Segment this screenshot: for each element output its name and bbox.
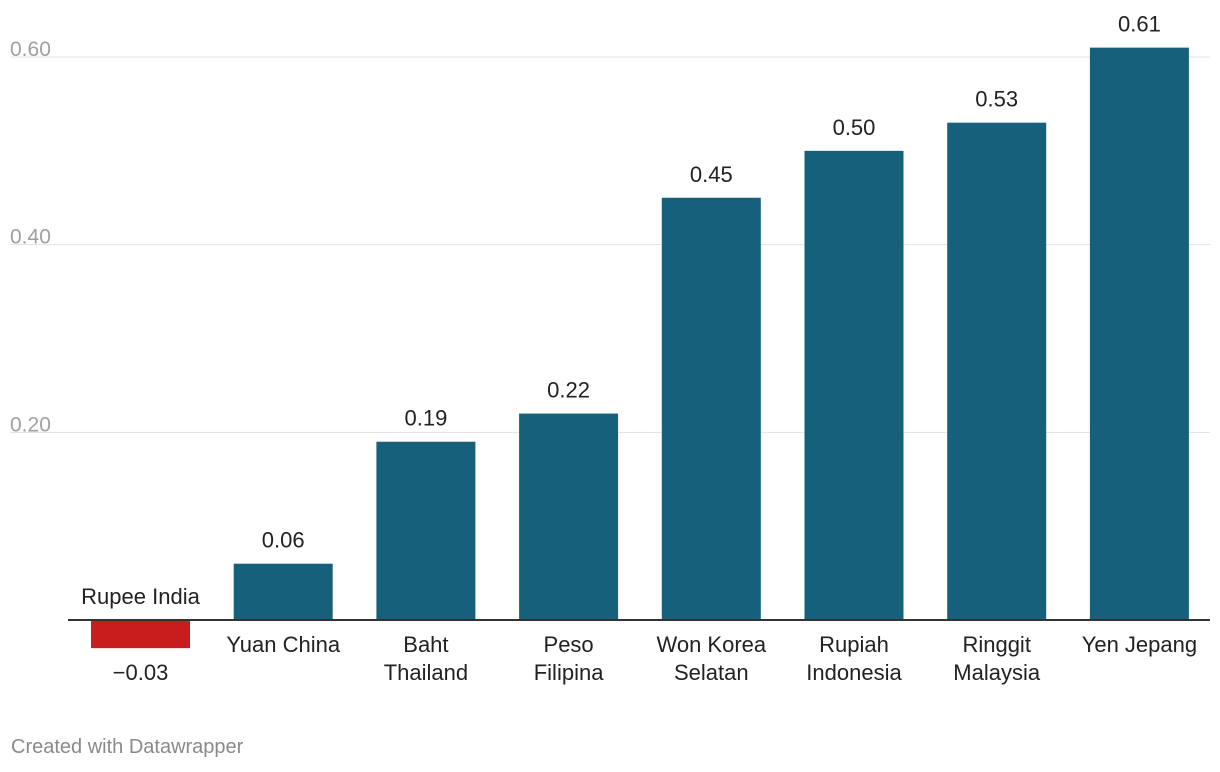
value-label: 0.22 (547, 378, 590, 403)
bar (233, 563, 333, 620)
category-label-line: Yuan China (226, 632, 341, 657)
category-label-line: Filipina (534, 660, 604, 685)
y-tick-label: 0.60 (10, 38, 51, 61)
category-label-line: Rupiah (819, 632, 889, 657)
value-label: −0.03 (113, 660, 169, 685)
labels: −0.03 Rupee India 0.06 Yuan China 0.19 Baht Th… (81, 12, 1197, 686)
category-label-line: Baht (403, 632, 448, 657)
bars (68, 47, 1210, 649)
datawrapper-credit: Created with Datawrapper (11, 736, 244, 758)
bar-chart: 0.20 0.40 0.60 −0.03 Rupee India 0.06 Yuan Ch… (10, 12, 1210, 686)
category-label-line: Indonesia (806, 660, 902, 685)
value-label: 0.53 (975, 87, 1018, 112)
bar (519, 413, 619, 620)
bar (1089, 47, 1189, 621)
category-label-line: Thailand (384, 660, 468, 685)
category-label-line: Selatan (674, 660, 749, 685)
category-label-line: Yen Jepang (1082, 632, 1197, 657)
category-label-line: Malaysia (953, 660, 1041, 685)
value-label: 0.19 (404, 406, 447, 431)
category-label: Yuan China (226, 632, 341, 657)
y-tick-label: 0.40 (10, 226, 51, 249)
value-label: 0.50 (833, 115, 876, 140)
category-label: Won Korea Selatan (656, 632, 766, 685)
value-label: 0.61 (1118, 12, 1161, 37)
value-label: 0.45 (690, 162, 733, 187)
category-label: Rupee India (81, 584, 200, 609)
category-label: Baht Thailand (384, 632, 468, 685)
category-label-line: Won Korea (656, 632, 766, 657)
bar (804, 150, 904, 621)
category-label-line: Ringgit (962, 632, 1030, 657)
category-label: Yen Jepang (1082, 632, 1197, 657)
category-label-line: Peso (544, 632, 594, 657)
y-tick-label: 0.20 (10, 413, 51, 436)
bar (947, 122, 1047, 620)
category-label: Rupiah Indonesia (806, 632, 902, 685)
bar (376, 441, 476, 620)
bar (91, 620, 190, 649)
value-label: 0.06 (262, 528, 305, 553)
bar (661, 197, 761, 620)
category-label: Ringgit Malaysia (953, 632, 1041, 685)
category-label: Peso Filipina (534, 632, 604, 685)
